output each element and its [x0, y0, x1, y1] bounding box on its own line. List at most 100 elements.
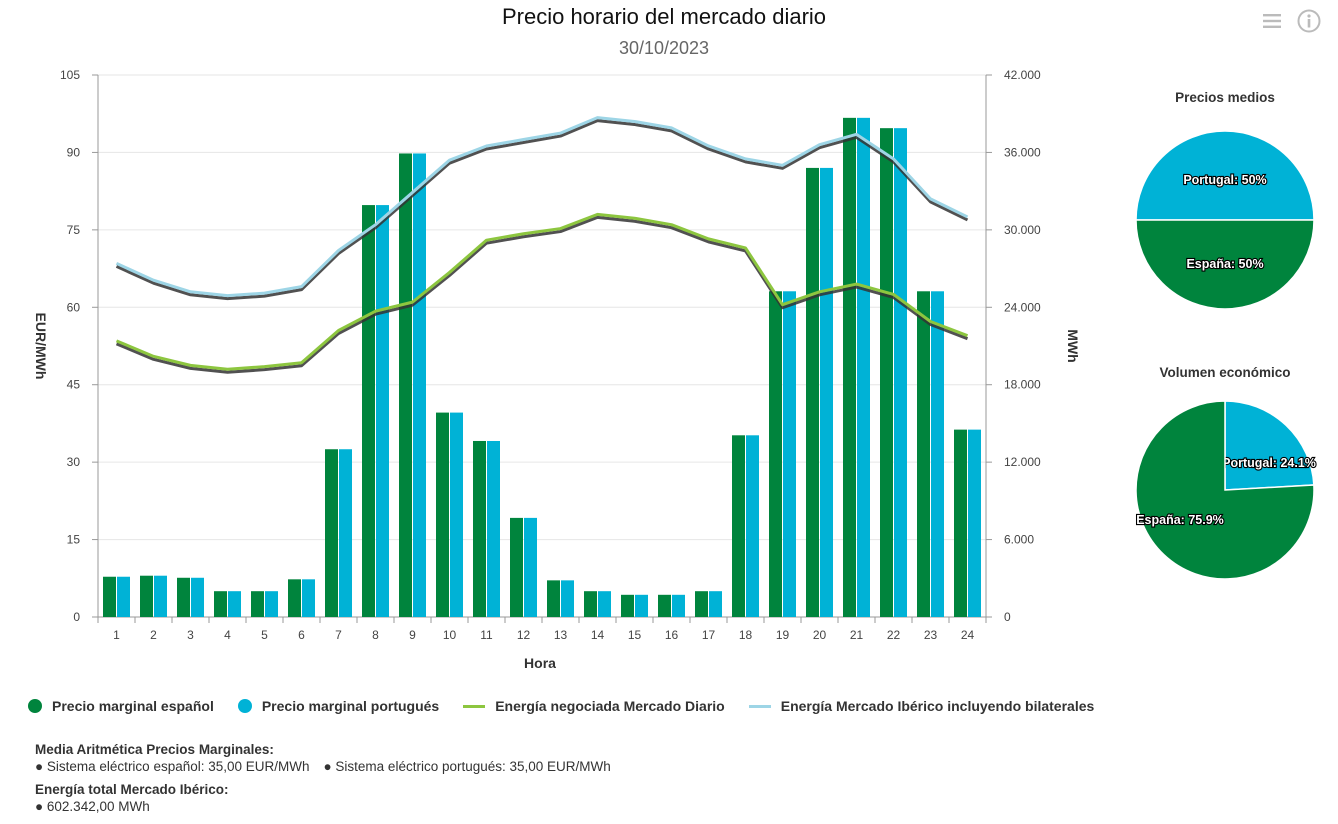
bar-precio-portugues [413, 153, 426, 618]
bar-precio-espanol [103, 576, 116, 617]
pie-slice-label: España: 75.9% [1136, 513, 1224, 527]
bar-precio-espanol [214, 591, 227, 617]
pie-slice [1224, 400, 1315, 491]
bar-precio-portugues [635, 594, 648, 617]
legend-marker [28, 699, 42, 713]
bar-precio-portugues [524, 517, 537, 617]
x-tick-label: 21 [850, 628, 864, 642]
bar-precio-portugues [598, 591, 611, 617]
bar-precio-portugues [117, 576, 130, 617]
legend-marker [463, 704, 486, 708]
bar-precio-portugues [561, 580, 574, 617]
y-tick-label-right: 12.000 [1004, 455, 1041, 469]
y-tick-label-right: 18.000 [1004, 378, 1041, 392]
bar-precio-portugues [228, 591, 241, 617]
x-tick-label: 22 [887, 628, 901, 642]
legend-marker [748, 704, 771, 708]
x-tick-label: 19 [776, 628, 790, 642]
avg-price-row: ● Sistema eléctrico español: 35,00 EUR/M… [35, 758, 611, 775]
x-tick-label: 5 [261, 628, 268, 642]
x-tick-label: 18 [739, 628, 753, 642]
bar-precio-portugues [709, 591, 722, 617]
bar-precio-portugues [450, 412, 463, 617]
hourly-price-chart: 015304560759010506.00012.00018.00024.000… [33, 68, 1081, 671]
bar-precio-espanol [732, 435, 745, 617]
line-energia-iberico [115, 116, 969, 298]
legend-label: Precio marginal portugués [261, 698, 440, 714]
chart-title: Precio horario del mercado diario [501, 4, 827, 29]
bar-precio-portugues [191, 577, 204, 617]
pie-slice [1135, 219, 1315, 310]
line-shadow [115, 119, 969, 301]
bar-precio-portugues [968, 429, 981, 617]
energy-total-value: ● 602.342,00 MWh [35, 799, 150, 814]
pie-slice-label: Portugal: 50% [1183, 173, 1266, 187]
x-tick-label: 15 [628, 628, 642, 642]
bar-precio-portugues [487, 440, 500, 617]
bar-precio-espanol [954, 429, 967, 617]
bar-precio-espanol [362, 205, 375, 617]
bar-precio-espanol [288, 579, 301, 617]
x-tick-label: 14 [591, 628, 605, 642]
x-tick-label: 1 [113, 628, 120, 642]
y-tick-label-left: 105 [60, 68, 80, 82]
bar-precio-portugues [672, 594, 685, 617]
bar-precio-espanol [843, 117, 856, 617]
legend-item-energia-mercado-diario[interactable]: Energía negociada Mercado Diario [463, 698, 725, 714]
legend-item-precio-portugues[interactable]: Precio marginal portugués [237, 698, 440, 714]
y-axis-title-left: EUR/MWh [33, 313, 49, 380]
x-tick-label: 4 [224, 628, 231, 642]
legend-item-precio-espanol[interactable]: Precio marginal español [28, 698, 214, 714]
energy-total-heading: Energía total Mercado Ibérico: [35, 782, 229, 797]
pie-volumen-economico: Portugal: 24.1% España: 75.9% [1135, 400, 1317, 580]
x-axis-title: Hora [524, 655, 556, 671]
pie-slice [1135, 130, 1315, 221]
x-tick-label: 3 [187, 628, 194, 642]
pie-title-volumen-economico: Volumen económico [1159, 365, 1291, 380]
bar-precio-portugues [783, 291, 796, 617]
bar-precio-portugues [154, 575, 167, 617]
chart-subtitle: 30/10/2023 [618, 38, 710, 58]
x-tick-label: 10 [443, 628, 457, 642]
legend-item-energia-iberico[interactable]: Energía Mercado Ibérico incluyendo bilat… [748, 698, 1095, 714]
legend-label: Energía Mercado Ibérico incluyendo bilat… [780, 698, 1095, 714]
pie-title-precios-medios: Precios medios [1175, 90, 1275, 105]
y-tick-label-right: 24.000 [1004, 300, 1041, 314]
avg-price-heading: Media Aritmética Precios Marginales: [35, 742, 274, 757]
bar-precio-portugues [931, 291, 944, 617]
x-tick-label: 2 [150, 628, 157, 642]
bar-precio-portugues [376, 205, 389, 617]
bar-precio-espanol [806, 167, 819, 617]
y-tick-label-right: 0 [1004, 610, 1011, 624]
hamburger-menu-icon[interactable] [1259, 8, 1285, 34]
x-tick-label: 16 [665, 628, 679, 642]
bar-precio-espanol [769, 291, 782, 617]
y-tick-label-left: 75 [67, 223, 81, 237]
y-tick-label-left: 15 [67, 533, 81, 547]
x-tick-label: 17 [702, 628, 716, 642]
y-tick-label-right: 36.000 [1004, 145, 1041, 159]
x-tick-label: 24 [961, 628, 975, 642]
x-tick-label: 23 [924, 628, 938, 642]
bar-precio-portugues [857, 117, 870, 617]
info-circle-icon[interactable] [1296, 8, 1322, 34]
bar-precio-espanol [917, 291, 930, 617]
pie-precios-medios: Portugal: 50% España: 50% [1135, 130, 1315, 310]
y-tick-label-right: 6.000 [1004, 533, 1034, 547]
x-tick-label: 13 [554, 628, 568, 642]
bar-precio-espanol [621, 594, 634, 617]
bar-precio-portugues [820, 167, 833, 617]
y-tick-label-left: 30 [67, 455, 81, 469]
summary-panel: Media Aritmética Precios Marginales: ● S… [35, 741, 611, 815]
x-tick-label: 12 [517, 628, 531, 642]
pie-slice [1135, 400, 1315, 580]
x-tick-label: 9 [409, 628, 416, 642]
bar-precio-espanol [584, 591, 597, 617]
y-axis-title-right: MWh [1065, 329, 1081, 362]
bar-precio-espanol [140, 575, 153, 617]
bar-precio-espanol [436, 412, 449, 617]
y-tick-label-left: 0 [73, 610, 80, 624]
bar-precio-espanol [473, 440, 486, 617]
x-tick-label: 8 [372, 628, 379, 642]
legend-label: Precio marginal español [52, 698, 214, 714]
